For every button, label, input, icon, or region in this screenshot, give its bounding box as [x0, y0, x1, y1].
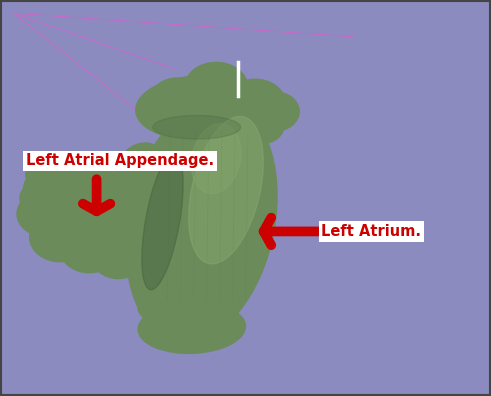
Ellipse shape: [136, 76, 258, 139]
Ellipse shape: [113, 143, 172, 214]
Ellipse shape: [138, 288, 226, 328]
Ellipse shape: [153, 115, 241, 139]
Ellipse shape: [45, 170, 153, 249]
Ellipse shape: [189, 116, 263, 264]
Circle shape: [20, 181, 61, 215]
Ellipse shape: [191, 124, 241, 194]
Circle shape: [150, 78, 204, 121]
Ellipse shape: [142, 153, 183, 290]
Circle shape: [250, 92, 299, 131]
Circle shape: [26, 155, 75, 194]
Ellipse shape: [138, 302, 246, 353]
Circle shape: [17, 191, 74, 236]
Text: Left Atrial Appendage.: Left Atrial Appendage.: [26, 153, 214, 168]
Circle shape: [185, 62, 248, 114]
Circle shape: [51, 152, 98, 189]
Circle shape: [225, 79, 286, 128]
Circle shape: [30, 213, 90, 262]
Circle shape: [77, 212, 121, 247]
Ellipse shape: [126, 101, 277, 343]
Ellipse shape: [246, 104, 285, 143]
Circle shape: [24, 165, 87, 216]
Circle shape: [92, 235, 145, 279]
Text: Left Atrium.: Left Atrium.: [321, 224, 421, 239]
Circle shape: [50, 206, 89, 237]
Circle shape: [60, 226, 118, 273]
